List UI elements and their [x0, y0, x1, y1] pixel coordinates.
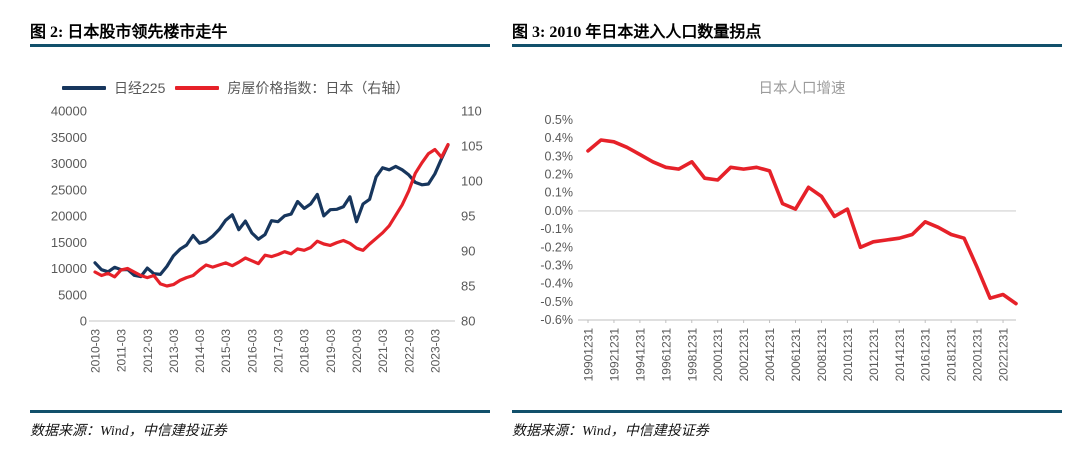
svg-text:2021-03: 2021-03	[376, 329, 390, 373]
house-price-line-swatch	[175, 86, 220, 90]
svg-text:30000: 30000	[51, 156, 87, 171]
figure-3-title: 图 3: 2010 年日本进入人口数量拐点	[512, 24, 762, 41]
svg-text:0.4%: 0.4%	[545, 131, 574, 145]
svg-text:2023-03: 2023-03	[428, 329, 442, 373]
svg-text:35000: 35000	[51, 130, 87, 145]
svg-text:19941231: 19941231	[633, 328, 647, 382]
svg-text:20161231: 20161231	[919, 328, 933, 382]
svg-text:-0.6%: -0.6%	[540, 313, 573, 327]
svg-text:2016-03: 2016-03	[245, 329, 259, 373]
svg-text:20221231: 20221231	[997, 328, 1011, 382]
figure-3-bottom-rule	[512, 410, 1062, 413]
figure-2-bottom-rule	[30, 410, 490, 413]
figure-3-title-rule	[512, 44, 1062, 47]
house-price-legend-label: 房屋价格指数：日本（右轴）	[227, 80, 410, 96]
svg-text:0.0%: 0.0%	[545, 204, 574, 218]
svg-text:19981231: 19981231	[685, 328, 699, 382]
svg-text:100: 100	[461, 174, 483, 189]
svg-text:-0.5%: -0.5%	[540, 295, 573, 309]
svg-text:20061231: 20061231	[789, 328, 803, 382]
svg-text:10000: 10000	[51, 261, 87, 276]
svg-text:90: 90	[461, 244, 475, 259]
svg-text:2015-03: 2015-03	[219, 329, 233, 373]
svg-text:20201231: 20201231	[971, 328, 985, 382]
svg-text:0.3%: 0.3%	[545, 149, 574, 163]
svg-text:2022-03: 2022-03	[402, 329, 416, 373]
svg-text:2010-03: 2010-03	[89, 329, 103, 373]
svg-text:2011-03: 2011-03	[115, 329, 129, 372]
svg-text:20181231: 20181231	[945, 328, 959, 382]
svg-text:105: 105	[461, 139, 483, 154]
svg-text:5000: 5000	[58, 287, 87, 302]
svg-text:20081231: 20081231	[815, 328, 829, 382]
svg-text:-0.1%: -0.1%	[540, 222, 573, 236]
legend-item-house-price-index: 房屋价格指数：日本（右轴）	[175, 78, 409, 98]
nikkei225-legend-label: 日经225	[114, 80, 166, 96]
svg-text:20101231: 20101231	[841, 328, 855, 382]
svg-text:2014-03: 2014-03	[193, 329, 207, 373]
svg-text:19901231: 19901231	[582, 328, 596, 382]
figure-2-title-rule	[30, 44, 490, 47]
svg-text:20121231: 20121231	[867, 328, 881, 382]
svg-text:-0.2%: -0.2%	[540, 240, 573, 254]
svg-text:19921231: 19921231	[607, 328, 621, 382]
nikkei-vs-house-price-chart: 0 5000 10000 15000 20000 25000 30000 35000 40000…	[51, 104, 483, 374]
svg-text:2020-03: 2020-03	[350, 329, 364, 373]
svg-text:0.2%: 0.2%	[545, 168, 574, 182]
svg-text:20141231: 20141231	[893, 328, 907, 382]
svg-text:19961231: 19961231	[659, 328, 673, 382]
svg-text:0.5%: 0.5%	[545, 113, 574, 127]
svg-text:0.1%: 0.1%	[545, 186, 574, 200]
nikkei225-line-swatch	[62, 86, 106, 90]
svg-text:40000: 40000	[51, 104, 87, 119]
svg-text:25000: 25000	[51, 182, 87, 197]
figure-2-legend: 日经225 房屋价格指数：日本（右轴）	[62, 78, 482, 98]
svg-text:20041231: 20041231	[763, 328, 777, 382]
svg-text:110: 110	[461, 104, 482, 119]
svg-text:日本人口增速: 日本人口增速	[759, 80, 846, 97]
svg-text:85: 85	[461, 279, 475, 294]
svg-text:-0.3%: -0.3%	[540, 258, 573, 272]
legend-item-nikkei225: 日经225	[62, 78, 165, 98]
svg-text:15000: 15000	[51, 235, 87, 250]
figure-3-source: 数据来源：Wind，中信建投证券	[512, 424, 709, 439]
svg-text:80: 80	[461, 314, 475, 329]
svg-text:2018-03: 2018-03	[298, 329, 312, 373]
figure-2-source: 数据来源：Wind，中信建投证券	[30, 424, 227, 439]
svg-text:2012-03: 2012-03	[141, 329, 155, 373]
population-growth-chart: 日本人口增速 0.5% 0.4% 0.3% 0.2% 0.1% 0.0% -0.1% -0.2%…	[540, 80, 1018, 382]
svg-text:20001231: 20001231	[711, 328, 725, 382]
svg-text:95: 95	[461, 209, 475, 224]
svg-text:20000: 20000	[51, 209, 87, 224]
svg-text:0: 0	[80, 314, 87, 329]
svg-text:2017-03: 2017-03	[272, 329, 286, 373]
figure-2-title: 图 2: 日本股市领先楼市走牛	[30, 24, 228, 41]
svg-text:2019-03: 2019-03	[324, 329, 338, 373]
svg-text:20021231: 20021231	[737, 328, 751, 382]
svg-text:-0.4%: -0.4%	[540, 277, 573, 291]
svg-text:2013-03: 2013-03	[167, 329, 181, 373]
